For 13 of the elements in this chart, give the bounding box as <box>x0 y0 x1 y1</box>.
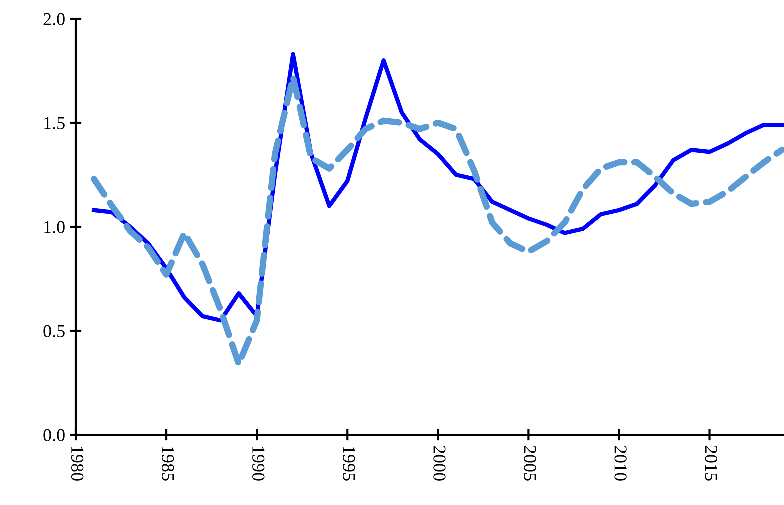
x-tick-label: 1990 <box>252 447 265 481</box>
x-tick-label: 2010 <box>614 446 627 481</box>
y-tick-label: 0.0 <box>44 429 65 442</box>
y-tick-label: 1.0 <box>44 221 65 234</box>
x-tick-label: 2005 <box>524 446 536 481</box>
x-tick-label: 2000 <box>434 446 446 481</box>
y-tick-label: 0.5 <box>44 325 65 338</box>
x-tick-label: 1985 <box>162 447 174 481</box>
y-tick-label: 1.5 <box>44 117 65 130</box>
x-tick-label: 2015 <box>705 446 718 481</box>
x-tick-label: 1980 <box>71 447 84 481</box>
x-tick-label: 1995 <box>343 447 356 481</box>
y-tick-label: 2.0 <box>44 13 65 26</box>
